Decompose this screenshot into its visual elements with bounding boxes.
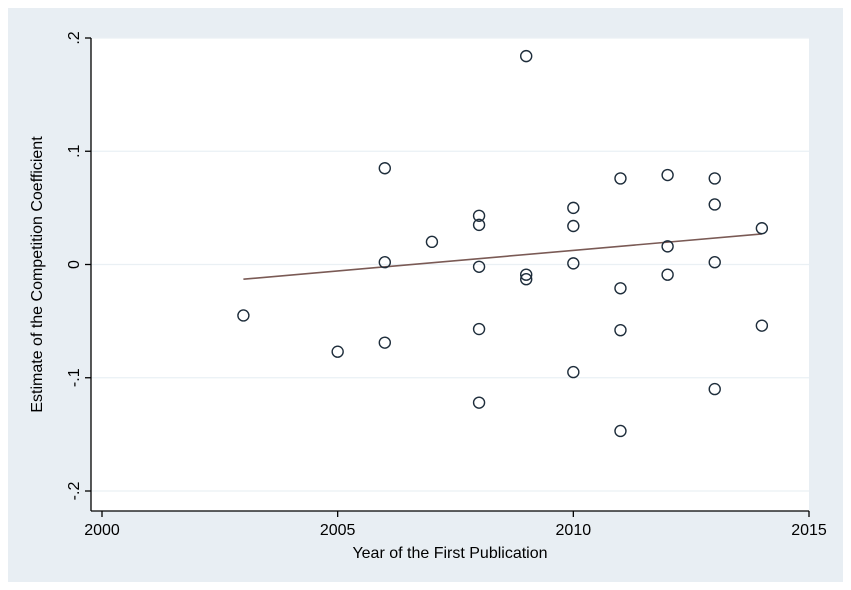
y-tick-label: -.2: [66, 482, 83, 501]
data-point: [661, 168, 674, 182]
data-point: [331, 345, 344, 358]
x-tick-label: 2000: [84, 522, 120, 539]
data-point: [708, 198, 721, 211]
data-point: [520, 268, 533, 281]
data-point: [614, 172, 627, 185]
plot-area: [91, 38, 809, 511]
data-point: [755, 319, 769, 332]
y-tick-label: -.1: [66, 368, 83, 387]
data-point: [708, 172, 721, 185]
y-tick-label: 0: [66, 260, 83, 269]
data-point: [472, 218, 486, 232]
x-tick-label: 2005: [320, 522, 356, 539]
data-point: [567, 219, 580, 233]
data-point: [614, 323, 627, 337]
data-point: [661, 268, 674, 281]
data-point: [708, 382, 721, 396]
data-point: [378, 162, 391, 175]
data-point: [472, 260, 486, 273]
axes: -.2 -.1 0 .1 .2 2000 2005 2010 2015: [66, 31, 827, 539]
data-point: [237, 309, 250, 322]
data-point: [472, 209, 486, 223]
data-point: [567, 365, 580, 379]
data-point: [520, 49, 533, 63]
fit-line-layer: [243, 233, 762, 281]
data-point: [520, 273, 533, 286]
data-point: [661, 240, 674, 253]
fitted-line: [243, 233, 762, 281]
data-point: [472, 396, 486, 409]
data-point: [755, 222, 769, 235]
data-points: [237, 49, 769, 438]
data-point: [378, 256, 391, 269]
data-point: [614, 424, 627, 438]
y-tick-label: .1: [66, 144, 83, 157]
gridlines: [91, 37, 809, 492]
y-tick-label: .2: [66, 31, 83, 44]
y-axis-title: Estimate of the Competition Coefficient: [29, 136, 46, 413]
x-tick-label: 2015: [791, 522, 827, 539]
data-point: [425, 235, 439, 249]
scatter-chart: -.2 -.1 0 .1 .2 2000 2005 2010 2015 Year of the …: [8, 8, 843, 582]
data-point: [378, 336, 391, 349]
data-point: [708, 256, 721, 269]
data-point: [567, 201, 580, 215]
data-point: [567, 257, 580, 270]
data-point: [614, 282, 627, 295]
x-tick-label: 2010: [556, 522, 592, 539]
chart-figure: -.2 -.1 0 .1 .2 2000 2005 2010 2015 Year of the …: [8, 8, 843, 582]
x-axis-title: Year of the First Publication: [352, 545, 547, 562]
data-point: [472, 322, 486, 336]
